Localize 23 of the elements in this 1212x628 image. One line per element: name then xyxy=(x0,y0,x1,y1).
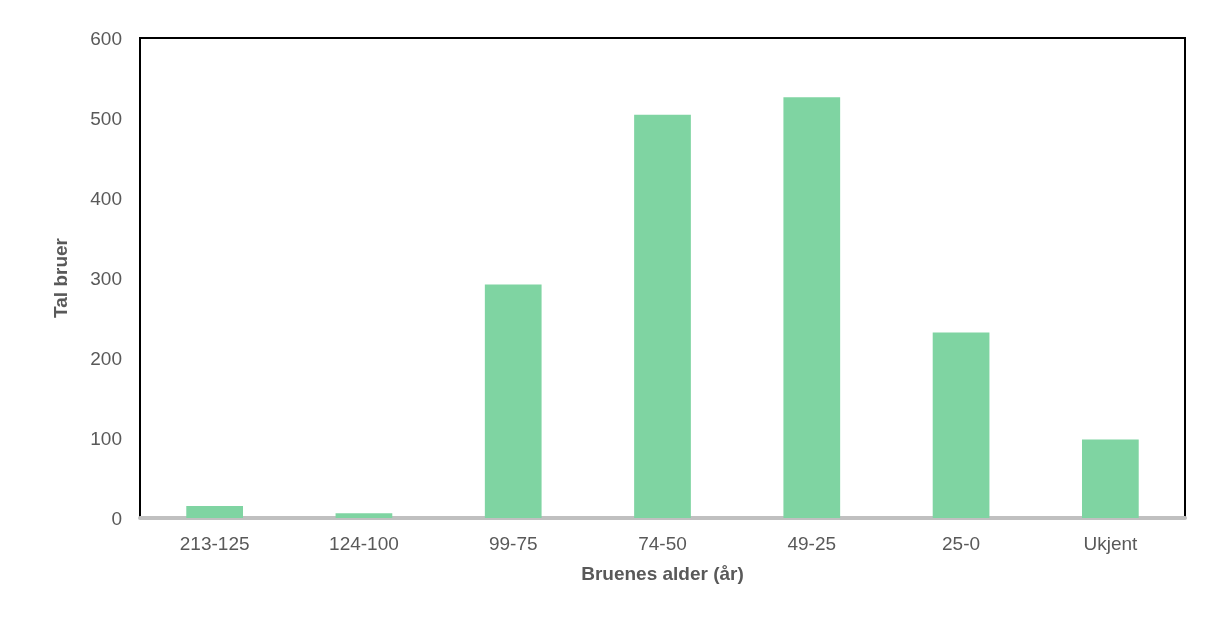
bar xyxy=(634,114,691,518)
y-tick-label: 300 xyxy=(90,267,122,289)
y-tick-label: 200 xyxy=(90,347,122,369)
y-tick-label: 600 xyxy=(90,27,122,49)
y-tick-label: 500 xyxy=(90,107,122,129)
bar xyxy=(932,332,990,518)
x-tick-label: 213-125 xyxy=(179,533,250,554)
bar xyxy=(484,284,542,518)
x-tick-label: 49-25 xyxy=(787,533,837,554)
x-tick-label: 74-50 xyxy=(638,533,687,554)
x-tick-label: 124-100 xyxy=(329,533,399,554)
bar xyxy=(335,513,393,518)
y-tick-label: 100 xyxy=(90,427,122,449)
y-axis-title: Tal bruer xyxy=(50,237,71,318)
x-tick-label: 25-0 xyxy=(942,533,981,554)
y-tick-label: 400 xyxy=(90,187,122,209)
y-tick-label: 0 xyxy=(111,507,122,529)
x-axis-title: Bruenes alder (år) xyxy=(581,563,744,584)
bar xyxy=(783,97,841,518)
bar xyxy=(186,506,244,518)
x-tick-label: 99-75 xyxy=(488,533,538,554)
x-tick-label: Ukjent xyxy=(1083,533,1138,554)
bar xyxy=(1081,439,1139,518)
